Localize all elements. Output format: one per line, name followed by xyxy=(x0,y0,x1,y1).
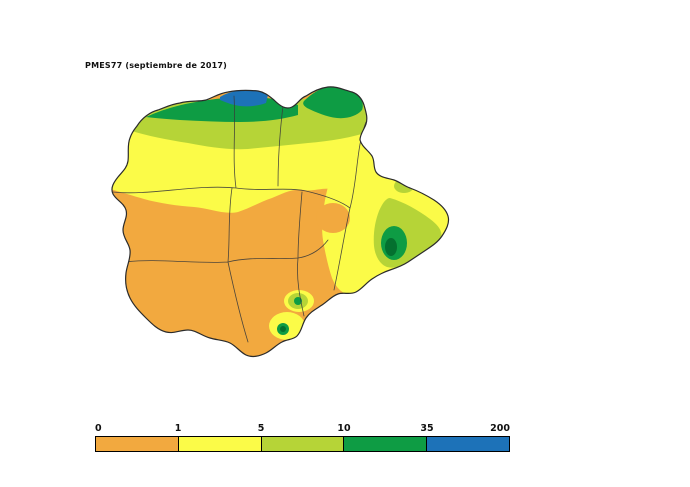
precip-zone-orange-inlier xyxy=(316,203,350,233)
legend-tick-35: 35 xyxy=(420,423,434,434)
legend-segment-orange xyxy=(96,437,178,451)
precip-zone-green-northeast-lobe xyxy=(303,86,363,119)
legend-segment-yellowgreen xyxy=(260,437,344,451)
legend-segment-yellow xyxy=(177,437,261,451)
legend-tick-row: 0 1 5 10 35 200 xyxy=(95,423,510,436)
legend-colorbar xyxy=(95,436,510,452)
legend-tick-1: 1 xyxy=(174,423,182,434)
legend-tick-10: 10 xyxy=(337,423,351,434)
legend-segment-green xyxy=(343,437,427,451)
map-title: PMES77 (septiembre de 2017) xyxy=(85,61,228,70)
legend-segment-blue xyxy=(426,437,509,451)
precip-zone-darkgreen-east-core xyxy=(385,238,397,256)
legend-tick-5: 5 xyxy=(257,423,265,434)
color-scale-legend: 0 1 5 10 35 200 xyxy=(95,423,510,452)
precip-zone-blue-north-strip xyxy=(220,90,268,107)
precip-zone-darkgreen-south-core xyxy=(280,326,286,332)
legend-tick-200: 200 xyxy=(490,423,510,434)
region-outline xyxy=(111,86,450,358)
legend-tick-0: 0 xyxy=(95,423,102,434)
province-borders xyxy=(112,95,367,343)
precip-zone-green-small-spot xyxy=(294,297,302,305)
